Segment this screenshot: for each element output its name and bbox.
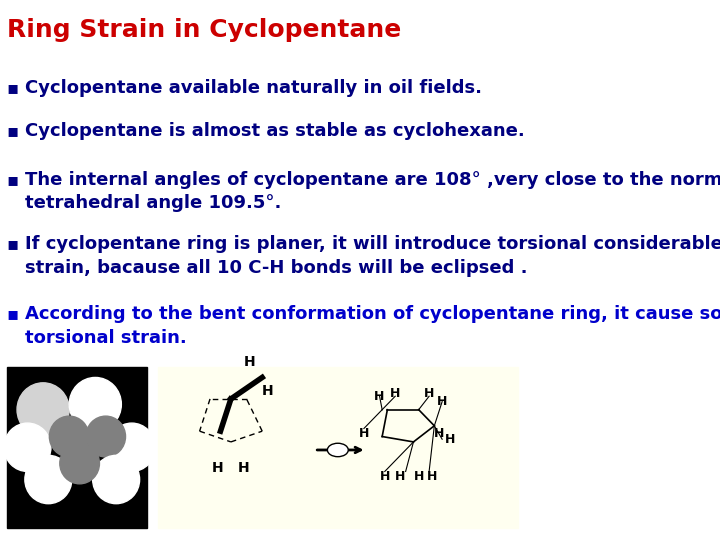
Text: H: H [244, 355, 256, 369]
Text: Ring Strain in Cyclopentane: Ring Strain in Cyclopentane [6, 17, 401, 42]
Text: H: H [379, 470, 390, 483]
Text: H: H [434, 427, 445, 440]
Text: According to the bent conformation of cyclopentane ring, it cause some
torsional: According to the bent conformation of cy… [25, 305, 720, 347]
Text: H: H [413, 470, 424, 483]
Text: ▪: ▪ [6, 235, 19, 253]
Circle shape [50, 416, 89, 457]
Text: H: H [262, 384, 274, 398]
Text: The internal angles of cyclopentane are 108° ,very close to the normal
tetrahedr: The internal angles of cyclopentane are … [25, 171, 720, 212]
Text: H: H [424, 387, 434, 400]
Text: ▪: ▪ [6, 171, 19, 188]
Text: H: H [395, 470, 405, 483]
Text: ▪: ▪ [6, 305, 19, 323]
FancyBboxPatch shape [6, 367, 148, 528]
Circle shape [86, 416, 125, 457]
Ellipse shape [328, 443, 348, 457]
Circle shape [108, 423, 156, 471]
Text: H: H [445, 433, 455, 446]
Circle shape [17, 383, 69, 436]
Text: H: H [212, 461, 224, 475]
Text: If cyclopentane ring is planer, it will introduce torsional considerable
strain,: If cyclopentane ring is planer, it will … [25, 235, 720, 276]
Circle shape [4, 423, 51, 471]
Text: H: H [359, 427, 369, 440]
Text: H: H [437, 395, 447, 408]
Text: ▪: ▪ [6, 79, 19, 97]
Text: Cyclopentane available naturally in oil fields.: Cyclopentane available naturally in oil … [25, 79, 482, 97]
Text: ▪: ▪ [6, 122, 19, 140]
Text: H: H [426, 470, 437, 483]
Text: H: H [390, 387, 400, 400]
Text: H: H [238, 461, 250, 475]
Text: H: H [374, 390, 384, 403]
Circle shape [60, 443, 99, 484]
Circle shape [69, 377, 122, 431]
Circle shape [25, 455, 72, 504]
Text: Cyclopentane is almost as stable as cyclohexane.: Cyclopentane is almost as stable as cycl… [25, 122, 525, 140]
FancyBboxPatch shape [158, 367, 518, 528]
Circle shape [93, 455, 140, 504]
